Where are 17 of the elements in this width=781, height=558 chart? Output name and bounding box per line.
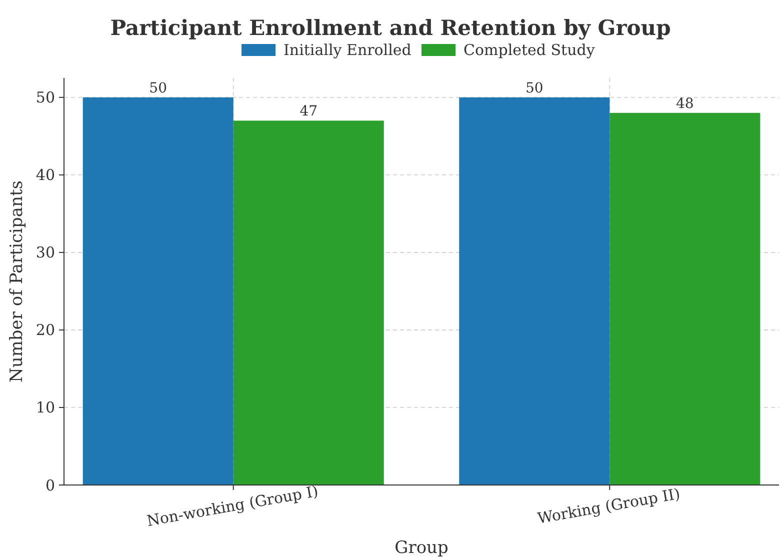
x-tick-label: Non-working (Group I) bbox=[145, 482, 320, 530]
x-tick-label: Working (Group II) bbox=[536, 484, 682, 528]
y-axis-title: Number of Participants bbox=[7, 180, 27, 383]
y-tick-label: 30 bbox=[36, 244, 55, 262]
y-tick-label: 50 bbox=[36, 88, 55, 107]
y-tick-label: 0 bbox=[45, 476, 55, 494]
data-label: 47 bbox=[300, 104, 318, 120]
y-tick-label: 10 bbox=[36, 398, 55, 417]
y-tick-label: 20 bbox=[36, 321, 55, 340]
legend-label: Completed Study bbox=[464, 41, 596, 59]
data-label: 50 bbox=[525, 80, 544, 96]
chart-title: Participant Enrollment and Retention by Group bbox=[110, 15, 671, 40]
legend-label: Initially Enrolled bbox=[284, 41, 412, 59]
x-axis-title: Group bbox=[394, 538, 448, 558]
y-tick-label: 40 bbox=[36, 166, 55, 184]
data-label: 48 bbox=[676, 96, 694, 112]
data-label: 50 bbox=[149, 80, 167, 96]
